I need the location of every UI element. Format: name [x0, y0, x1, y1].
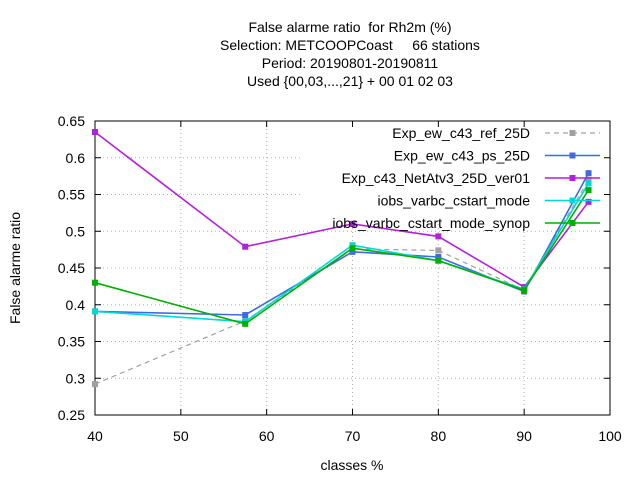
data-point	[435, 233, 442, 240]
data-point	[242, 243, 249, 250]
title-line-4: Used {00,03,...,21} + 00 01 02 03	[247, 73, 453, 89]
data-point	[242, 312, 249, 319]
y-tick-label: 0.35	[58, 334, 85, 350]
y-tick-label: 0.6	[66, 150, 86, 166]
y-tick-label: 0.55	[58, 187, 85, 203]
x-tick-label: 70	[345, 428, 361, 444]
x-tick-label: 50	[173, 428, 189, 444]
data-point	[242, 320, 249, 327]
axis-ticks: 0.25 0.3 0.35 0.4 0.45 0.5 0.55 0.6 0.65 40 50 60 70…	[58, 113, 622, 444]
legend-swatch-marker	[569, 152, 576, 159]
data-point	[435, 253, 442, 260]
x-tick-label: 100	[598, 428, 622, 444]
data-point	[585, 187, 592, 194]
series-line	[94, 183, 590, 323]
data-point	[92, 308, 98, 315]
legend-label: Exp_c43_NetAtv3_25D_ver01	[342, 170, 531, 186]
data-point	[349, 248, 356, 255]
data-point	[435, 257, 442, 264]
y-tick-label: 0.3	[66, 370, 86, 386]
y-tick-label: 0.25	[58, 407, 85, 423]
data-point	[521, 287, 528, 294]
legend-label: Exp_ew_c43_ref_25D	[392, 125, 530, 141]
legend-swatch-marker	[569, 130, 576, 136]
y-tick-label: 0.4	[66, 297, 86, 313]
x-axis-label: classes %	[320, 457, 383, 473]
y-tick-label: 0.5	[66, 223, 86, 239]
series-lines	[92, 129, 592, 388]
chart-title: False alarme ratio for Rh2m (%) Selectio…	[0, 18, 640, 90]
x-tick-label: 40	[87, 428, 103, 444]
data-point	[435, 247, 442, 254]
legend-label: iobs_varbc_cstart_mode_synop	[332, 215, 530, 231]
data-point	[92, 279, 98, 286]
data-point	[585, 176, 592, 183]
data-point	[92, 129, 98, 136]
x-tick-label: 60	[259, 428, 275, 444]
x-tick-label: 90	[516, 428, 532, 444]
legend-swatch-marker	[569, 197, 576, 204]
y-tick-label: 0.65	[58, 113, 85, 129]
x-tick-label: 80	[431, 428, 447, 444]
y-axis-label: False alarme ratio	[7, 212, 23, 324]
data-point	[585, 180, 592, 187]
legend-swatch-marker	[569, 175, 576, 181]
series-line	[94, 189, 590, 325]
data-point	[349, 220, 356, 227]
y-tick-label: 0.45	[58, 260, 85, 276]
legend-swatch-marker	[569, 220, 576, 226]
title-line-3: Period: 20190801-20190811	[261, 55, 439, 71]
data-point	[349, 245, 356, 252]
data-point	[92, 381, 98, 388]
legend-label: Exp_ew_c43_ps_25D	[394, 148, 530, 164]
legend-label: iobs_varbc_cstart_mode	[377, 193, 530, 209]
data-point	[585, 198, 592, 205]
title-line-1: False alarme ratio for Rh2m (%)	[248, 19, 452, 35]
legend: Exp_ew_c43_ref_25D Exp_ew_c43_ps_25D Exp_c…	[332, 125, 600, 231]
series-line	[94, 179, 590, 385]
grid-lines	[95, 121, 610, 415]
data-point	[585, 170, 592, 177]
title-line-2: Selection: METCOOPCoast 66 stations	[220, 37, 480, 53]
